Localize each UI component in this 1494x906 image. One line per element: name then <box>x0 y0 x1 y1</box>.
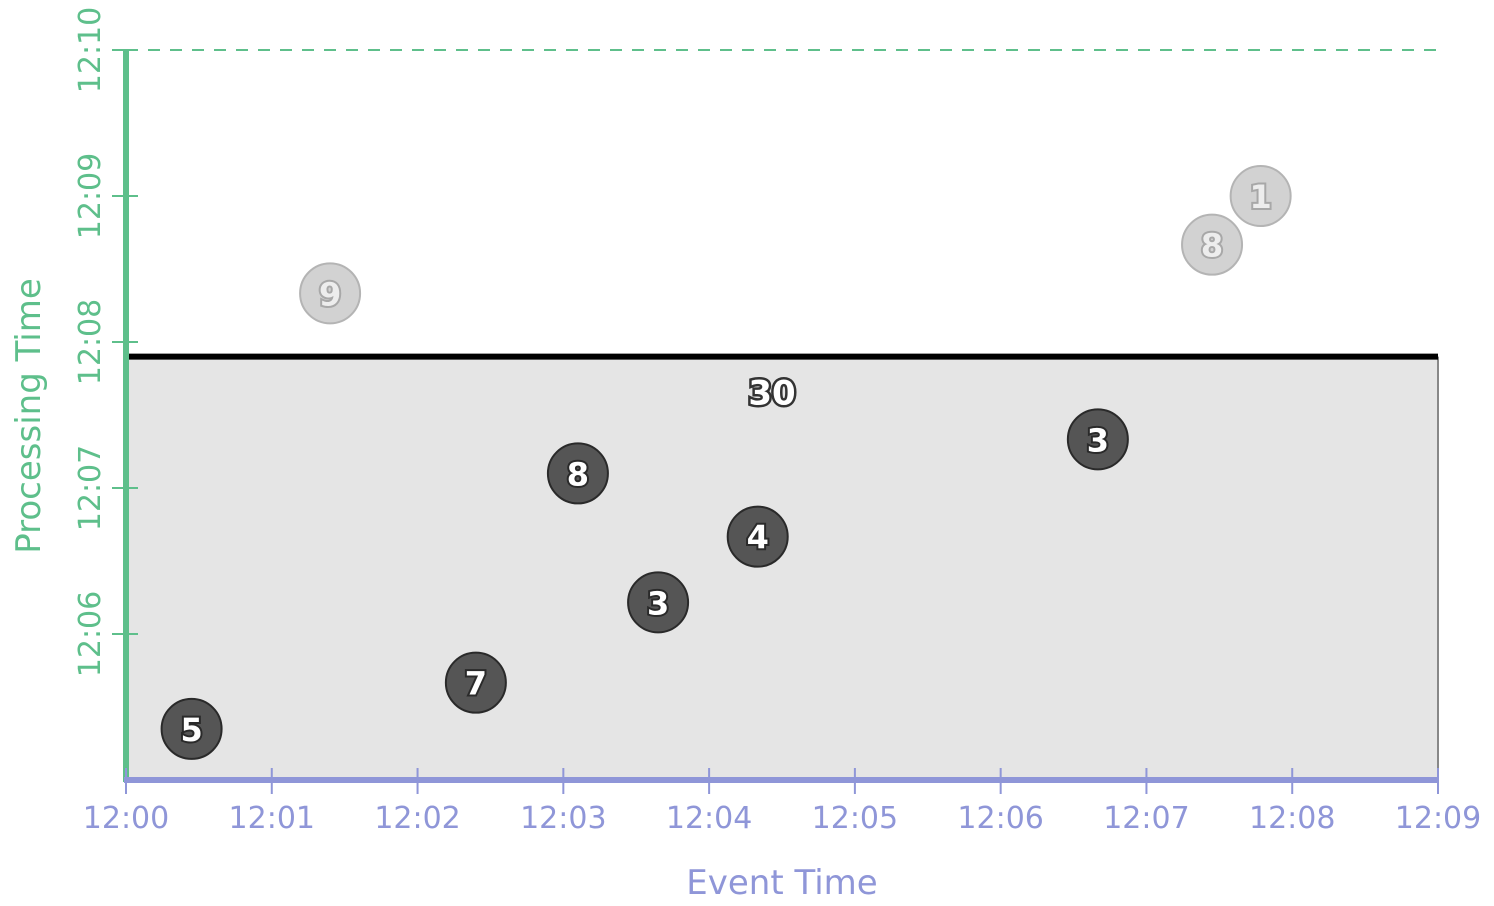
axes-layer: 12:00 12:01 12:02 12:03 12:04 12:05 12:06 12:07… <box>73 7 1481 836</box>
point-label: 8 <box>567 455 589 493</box>
x-tick-label: 12:05 <box>812 801 898 836</box>
point-included <box>1066 408 1129 471</box>
point-label: 3 <box>1087 421 1109 459</box>
y-axis-title: Processing Time <box>9 278 49 554</box>
x-tick-label: 12:03 <box>520 801 606 836</box>
point-excluded <box>1229 165 1292 227</box>
point-included <box>160 697 223 760</box>
point-label: 8 <box>1201 227 1223 265</box>
y-tick-label: 12:10 <box>73 7 108 93</box>
point-label: 4 <box>747 519 769 557</box>
x-tick-label: 12:04 <box>666 801 752 836</box>
x-tick-label: 12:09 <box>1395 801 1481 836</box>
point-label: 9 <box>319 275 341 313</box>
point-included <box>726 505 789 568</box>
point-label: 7 <box>465 665 487 703</box>
point-excluded <box>1181 213 1244 276</box>
x-tick-label: 12:07 <box>1103 801 1189 836</box>
window-area <box>126 356 1438 780</box>
y-tick-label: 12:07 <box>73 445 108 531</box>
point-included <box>444 651 507 714</box>
x-tick-label: 12:01 <box>229 801 315 836</box>
point-label: 5 <box>180 711 202 749</box>
y-tick-label: 12:09 <box>73 153 108 239</box>
x-tick-label: 12:06 <box>957 801 1043 836</box>
x-tick-label: 12:02 <box>374 801 460 836</box>
point-included <box>546 442 609 505</box>
y-tick-label: 12:08 <box>73 299 108 385</box>
x-tick-label: 12:00 <box>83 801 169 836</box>
x-tick-label: 12:08 <box>1249 801 1335 836</box>
window-layer <box>126 353 1439 780</box>
point-label: 1 <box>1250 178 1272 216</box>
point-included <box>627 571 690 634</box>
x-axis-title: Event Time <box>686 863 877 903</box>
window-sum-label: 30 <box>748 374 795 414</box>
point-label: 3 <box>647 584 669 622</box>
point-excluded <box>299 262 362 325</box>
y-tick-label: 12:06 <box>73 591 108 677</box>
